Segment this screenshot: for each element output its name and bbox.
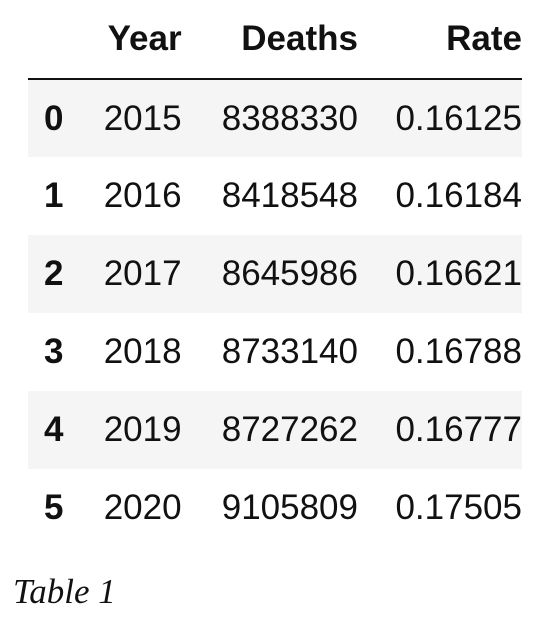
row-index: 5 — [44, 488, 64, 527]
cell-deaths: 9105809 — [221, 488, 358, 527]
cell-rate: 0.16788 — [395, 332, 522, 371]
cell-deaths: 8418548 — [221, 176, 358, 215]
cell-deaths: 8733140 — [221, 332, 358, 371]
data-table: Year Deaths Rate 0 2015 8388330 0.16125 … — [28, 0, 522, 547]
row-index: 1 — [44, 176, 64, 215]
table-header: Year Deaths Rate — [28, 0, 522, 79]
row-index: 4 — [44, 410, 64, 449]
table-caption: Table 1 — [13, 572, 116, 611]
table-row: 3 2018 8733140 0.16788 — [28, 313, 522, 391]
row-index: 2 — [44, 254, 64, 293]
row-index: 3 — [44, 332, 64, 371]
header-index — [28, 0, 96, 79]
row-index: 0 — [44, 98, 64, 138]
cell-deaths: 8645986 — [221, 254, 358, 293]
cell-year: 2019 — [103, 410, 182, 449]
cell-rate: 0.16621 — [395, 254, 522, 293]
cell-deaths: 8727262 — [221, 410, 358, 449]
table-row: 5 2020 9105809 0.17505 — [28, 469, 522, 547]
cell-rate: 0.16777 — [395, 410, 522, 449]
table-row: 4 2019 8727262 0.16777 — [28, 391, 522, 469]
header-row: Year Deaths Rate — [28, 0, 522, 79]
cell-rate: 0.17505 — [395, 488, 522, 527]
cell-rate: 0.16184 — [395, 176, 522, 215]
cell-year: 2017 — [103, 254, 182, 293]
cell-year: 2015 — [103, 98, 182, 138]
cell-year: 2020 — [103, 488, 182, 527]
cell-rate: 0.16125 — [395, 98, 522, 138]
cell-deaths: 8388330 — [221, 98, 358, 138]
header-rate: Rate — [446, 19, 522, 58]
table-row: 1 2016 8418548 0.16184 — [28, 157, 522, 235]
header-year: Year — [107, 19, 182, 58]
cell-year: 2018 — [103, 332, 182, 371]
cell-year: 2016 — [103, 176, 182, 215]
table-row: 0 2015 8388330 0.16125 — [28, 79, 522, 157]
table-row: 2 2017 8645986 0.16621 — [28, 235, 522, 313]
header-deaths: Deaths — [241, 19, 358, 58]
table-body: 0 2015 8388330 0.16125 1 2016 8418548 0.… — [28, 79, 522, 547]
